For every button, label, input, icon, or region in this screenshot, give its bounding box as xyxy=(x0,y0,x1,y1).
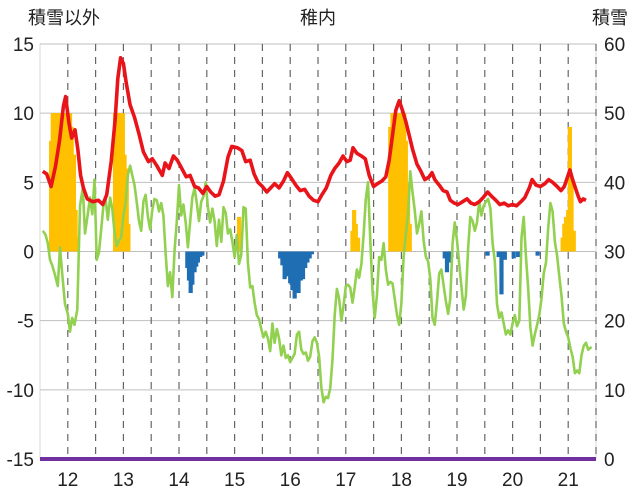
other-bar xyxy=(294,251,299,287)
snow-bar xyxy=(403,140,408,252)
y-left-tick-label: 10 xyxy=(13,104,34,125)
snow-bar xyxy=(399,113,405,252)
x-tick-label: 13 xyxy=(113,470,134,491)
x-tick-label: 18 xyxy=(391,470,412,491)
snow-bar xyxy=(395,113,401,252)
x-tick-label: 14 xyxy=(168,470,190,491)
other-bar xyxy=(535,251,540,256)
other-bar xyxy=(290,251,295,291)
snow-bar xyxy=(52,113,57,252)
snow-bar xyxy=(56,113,61,252)
other-bar xyxy=(307,251,312,259)
x-tick-label: 16 xyxy=(280,470,301,491)
y-left-tick-label: 15 xyxy=(13,35,34,56)
snow-bar xyxy=(571,230,576,252)
line-layer xyxy=(40,56,596,461)
y-left-tick-label: -10 xyxy=(7,381,34,402)
y-left-tick-label: 0 xyxy=(23,243,34,264)
other-bar xyxy=(300,251,306,280)
y-left-tick-label: -15 xyxy=(7,450,34,471)
label-layer: 12 13 14 15 16 17 18 19 20 21151050-5-10-15605040… xyxy=(7,35,626,491)
other-bar xyxy=(303,251,308,269)
snow-bar xyxy=(353,223,358,252)
other-bar xyxy=(502,251,507,260)
other-bar xyxy=(444,251,450,273)
other-bar xyxy=(298,251,303,281)
chart-title: 稚内 xyxy=(300,8,336,29)
snow-bar xyxy=(407,223,412,252)
y-right-tick-label: 60 xyxy=(604,35,625,56)
red-series-line xyxy=(41,56,587,208)
x-tick-label: 19 xyxy=(446,470,467,491)
bar-layer xyxy=(49,113,576,299)
snow-bar xyxy=(114,113,119,252)
snow-bar xyxy=(60,113,65,252)
other-bar xyxy=(288,251,293,284)
snow-bar xyxy=(69,127,74,252)
other-bar xyxy=(198,251,203,258)
snow-bar xyxy=(388,127,393,252)
other-bar xyxy=(284,251,289,273)
other-bar xyxy=(200,251,205,256)
y-left-tick-label: 5 xyxy=(23,173,34,194)
x-tick-label: 17 xyxy=(335,470,356,491)
other-bar xyxy=(190,251,195,285)
x-tick-label: 15 xyxy=(224,470,245,491)
snow-bar xyxy=(392,113,397,252)
other-bar xyxy=(442,251,447,259)
other-bar xyxy=(516,251,521,258)
snow-bar xyxy=(236,216,242,252)
other-bar xyxy=(195,251,201,263)
snow-bar xyxy=(355,237,361,252)
snow-bar xyxy=(126,223,131,252)
other-bar xyxy=(485,251,490,256)
other-bar xyxy=(309,251,314,255)
other-bar xyxy=(496,251,501,258)
x-tick-label: 21 xyxy=(558,470,579,491)
x-tick-label: 20 xyxy=(502,470,523,491)
other-bar xyxy=(305,251,310,263)
right-axis-title: 積雪 xyxy=(592,8,628,29)
left-axis-title: 積雪以外 xyxy=(28,8,100,29)
other-bar xyxy=(296,251,301,293)
y-right-tick-label: 0 xyxy=(604,450,615,471)
snow-bar xyxy=(563,216,569,252)
snow-bar xyxy=(118,113,123,252)
y-right-tick-label: 50 xyxy=(604,104,625,125)
y-left-tick-label: -5 xyxy=(17,312,34,333)
snow-bar xyxy=(73,210,78,252)
other-bar xyxy=(278,251,283,259)
y-right-tick-label: 40 xyxy=(604,173,625,194)
other-bar xyxy=(280,251,285,266)
other-bar xyxy=(511,251,516,259)
snow-bar xyxy=(65,113,70,252)
snow-bar xyxy=(71,154,77,252)
other-bar xyxy=(499,251,504,295)
y-right-tick-label: 10 xyxy=(604,381,625,402)
y-right-tick-label: 30 xyxy=(604,243,625,264)
other-bar xyxy=(447,251,452,263)
x-tick-label: 12 xyxy=(57,470,78,491)
snow-bar xyxy=(124,168,129,252)
y-right-tick-label: 20 xyxy=(604,312,625,333)
snow-bar xyxy=(569,182,574,252)
green-series-line xyxy=(41,164,593,404)
